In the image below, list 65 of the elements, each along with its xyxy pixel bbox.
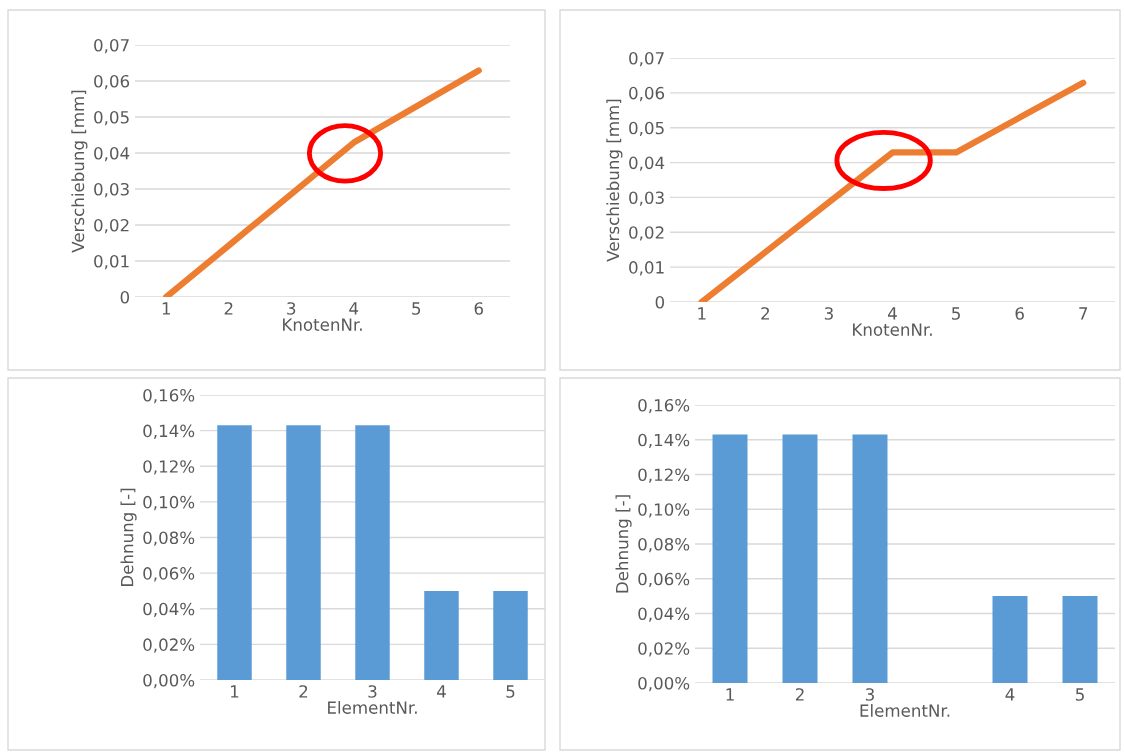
x-axis-title: ElementNr.	[860, 703, 950, 717]
y-tick-label: 0,01	[94, 254, 129, 270]
y-tick-label: 0,06%	[638, 572, 690, 588]
y-tick-label: 0,06	[629, 86, 665, 102]
x-tick-label: 2	[795, 688, 804, 701]
x-tick-label: 4	[349, 302, 359, 315]
x-tick-label: 5	[1075, 688, 1084, 701]
y-axis-title: Verschiebung [mm]	[606, 99, 623, 262]
y-tick-label: 0,04	[94, 146, 130, 162]
y-tick-label: 0,06	[94, 74, 130, 90]
y-tick-label: 0,07	[629, 51, 664, 67]
x-tick-label: 1	[162, 302, 171, 315]
y-tick-label: 0,05	[629, 121, 664, 136]
x-tick-label: 2	[299, 685, 308, 698]
x-tick-label: 2	[224, 302, 233, 315]
y-tick-label: 0	[655, 295, 665, 309]
x-tick-label: 3	[287, 302, 296, 315]
x-tick-label: 5	[412, 302, 421, 315]
y-tick-label: 0	[120, 290, 130, 304]
x-tick-label: 1	[726, 688, 734, 701]
x-axis-title: ElementNr.	[328, 700, 417, 714]
y-tick-label: 0,16%	[638, 398, 690, 414]
y-tick-label: 0,02	[629, 226, 664, 241]
y-axis-title: Verschiebung [mm]	[71, 90, 88, 253]
x-tick-label: 4	[1005, 688, 1015, 701]
y-tick-label: 0,07	[94, 38, 129, 54]
y-tick-label: 0,06%	[143, 567, 195, 582]
y-tick-label: 0,08%	[143, 531, 195, 546]
y-tick-label: 0,02	[94, 218, 129, 234]
x-tick-label: 2	[761, 307, 769, 320]
x-tick-label: 1	[698, 307, 706, 320]
x-tick-label: 3	[368, 685, 377, 698]
y-tick-label: 0,04%	[143, 602, 195, 618]
y-tick-label: 0,04%	[638, 607, 690, 622]
y-tick-label: 0,02%	[638, 642, 690, 657]
x-tick-label: 1	[231, 685, 239, 698]
x-axis-title: KnotenNr.	[853, 323, 932, 336]
y-tick-label: 0,00%	[638, 676, 690, 692]
y-tick-label: 0,14%	[143, 424, 195, 439]
y-tick-label: 0,16%	[143, 388, 195, 404]
y-tick-label: 0,14%	[638, 433, 690, 449]
x-tick-label: 3	[824, 307, 833, 320]
y-axis-title: Dehnung [-]	[120, 488, 137, 586]
x-tick-label: 4	[888, 307, 897, 320]
y-tick-label: 0,02%	[143, 638, 195, 653]
y-tick-label: 0,01	[629, 261, 664, 276]
y-tick-label: 0,10%	[638, 503, 690, 518]
y-tick-label: 0,12%	[638, 468, 690, 483]
x-tick-label: 7	[1079, 307, 1088, 320]
x-axis-title: KnotenNr.	[283, 318, 362, 331]
y-tick-label: 0,04	[629, 156, 665, 171]
x-tick-label: 5	[506, 685, 515, 698]
x-tick-label: 3	[865, 688, 874, 701]
y-tick-label: 0,08%	[638, 537, 690, 553]
x-tick-label: 6	[474, 302, 483, 315]
y-tick-label: 0,03	[629, 191, 664, 206]
y-tick-label: 0,12%	[143, 460, 195, 475]
y-axis-title: Dehnung [-]	[615, 495, 632, 593]
x-tick-label: 5	[952, 307, 960, 320]
y-tick-label: 0,05	[94, 110, 129, 126]
x-tick-label: 4	[437, 685, 446, 698]
y-tick-label: 0,10%	[143, 495, 195, 511]
y-tick-label: 0,00%	[143, 673, 195, 689]
y-tick-label: 0,03	[94, 182, 129, 198]
x-tick-label: 6	[1015, 307, 1024, 320]
